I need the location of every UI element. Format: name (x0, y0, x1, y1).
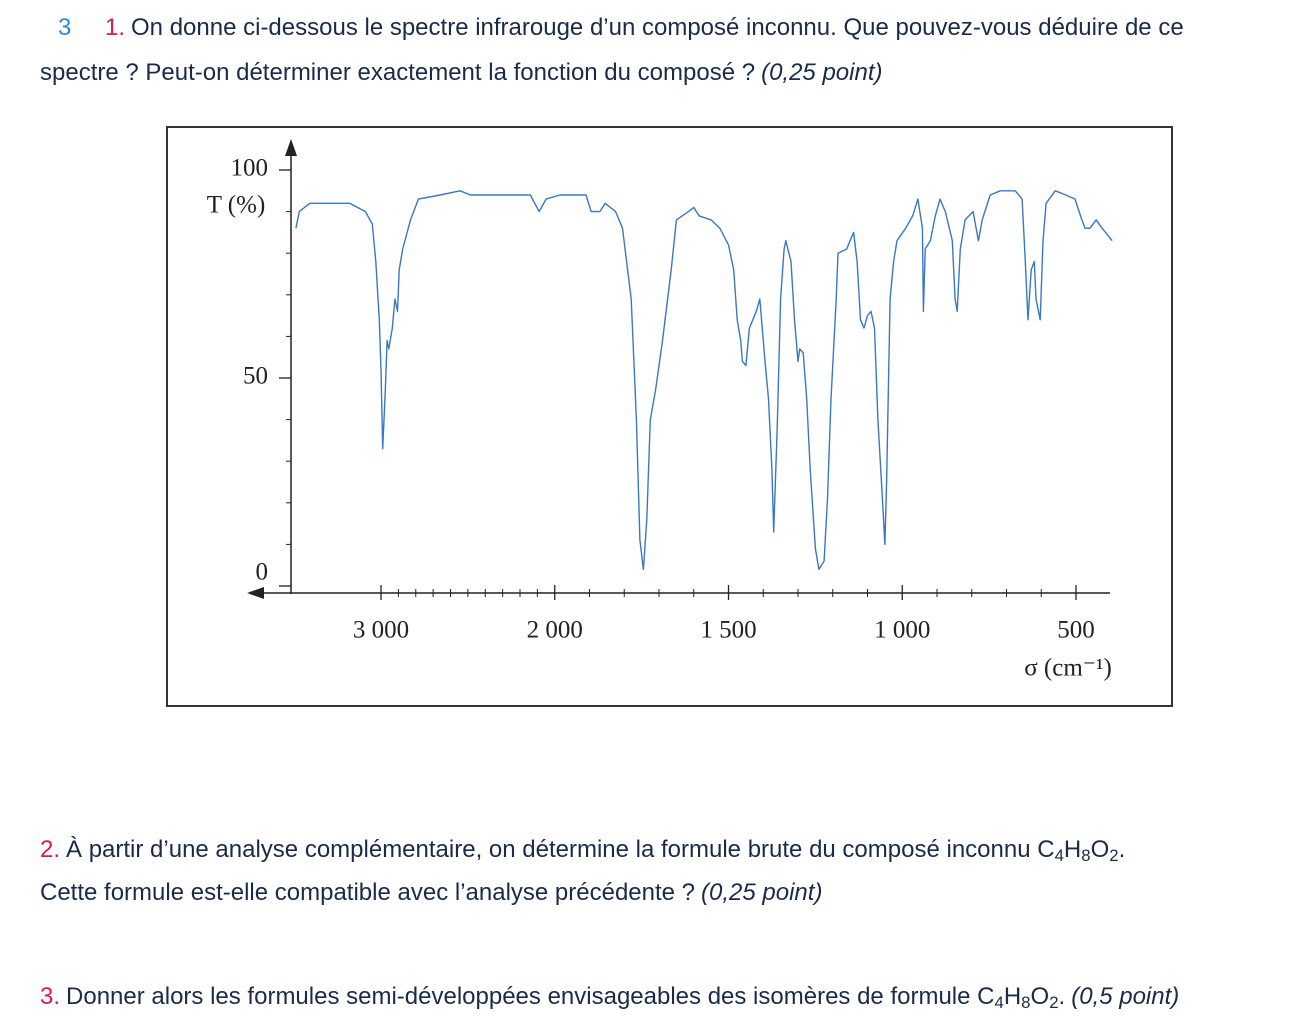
question-line: 1. On donne ci-dessous le spectre infraro… (105, 14, 1184, 42)
formula-element: H (1003, 983, 1022, 1010)
formula-subscript: 4 (1054, 846, 1064, 866)
formula-element: C (977, 983, 995, 1010)
formula-subscript: 8 (1021, 993, 1031, 1013)
chart-frame (166, 126, 1173, 707)
question-number: 1. (105, 14, 126, 41)
y-tick-label: 100 (231, 155, 269, 182)
formula-element: C (1037, 836, 1055, 863)
formula-element: O (1030, 983, 1050, 1010)
x-axis-label: σ (cm⁻¹) (1024, 655, 1112, 682)
x-tick-label: 3 000 (353, 617, 409, 644)
x-axis-arrow (247, 587, 264, 599)
question-number: 3. (40, 983, 61, 1010)
formula-subscript: 2 (1049, 993, 1059, 1013)
formula-subscript: 2 (1109, 846, 1119, 866)
question-text: . (1118, 836, 1126, 863)
x-tick-label: 2 000 (527, 617, 583, 644)
formula-subscript: 4 (994, 993, 1004, 1013)
question-number: 2. (40, 836, 61, 863)
question-points: (0,5 point) (1071, 983, 1180, 1010)
question-points: (0,25 point) (761, 59, 883, 86)
spectrum-line (295, 190, 1113, 571)
y-tick-label: 0 (256, 559, 269, 586)
question-line: spectre ? Peut-on déterminer exactement … (40, 59, 882, 87)
y-tick-label: 50 (243, 363, 268, 390)
formula-subscript: 8 (1081, 846, 1091, 866)
question-text: Donner alors les formules semi-développé… (66, 983, 978, 1010)
exercise-number: 3 (58, 14, 72, 41)
question-text: À partir d’une analyse complémentaire, o… (66, 836, 1038, 863)
question-points: (0,25 point) (701, 879, 823, 906)
question-text: On donne ci-dessous le spectre infraroug… (131, 14, 1184, 41)
question-line: 2. À partir d’une analyse complémentaire,… (40, 836, 1125, 864)
question-text: . (1058, 983, 1066, 1010)
formula-element: H (1063, 836, 1082, 863)
x-tick-label: 1 500 (700, 617, 756, 644)
formula-element: O (1090, 836, 1110, 863)
question-line: Cette formule est-elle compatible avec l… (40, 879, 822, 907)
question-line: 3. Donner alors les formules semi-dévelop… (40, 983, 1179, 1011)
question-text: spectre ? Peut-on déterminer exactement … (40, 59, 756, 86)
y-axis-label: T (%) (207, 192, 266, 219)
y-axis-arrow (285, 139, 297, 156)
x-tick-label: 1 000 (874, 617, 930, 644)
x-tick-label: 500 (1057, 617, 1095, 644)
question-text: Cette formule est-elle compatible avec l… (40, 879, 696, 906)
